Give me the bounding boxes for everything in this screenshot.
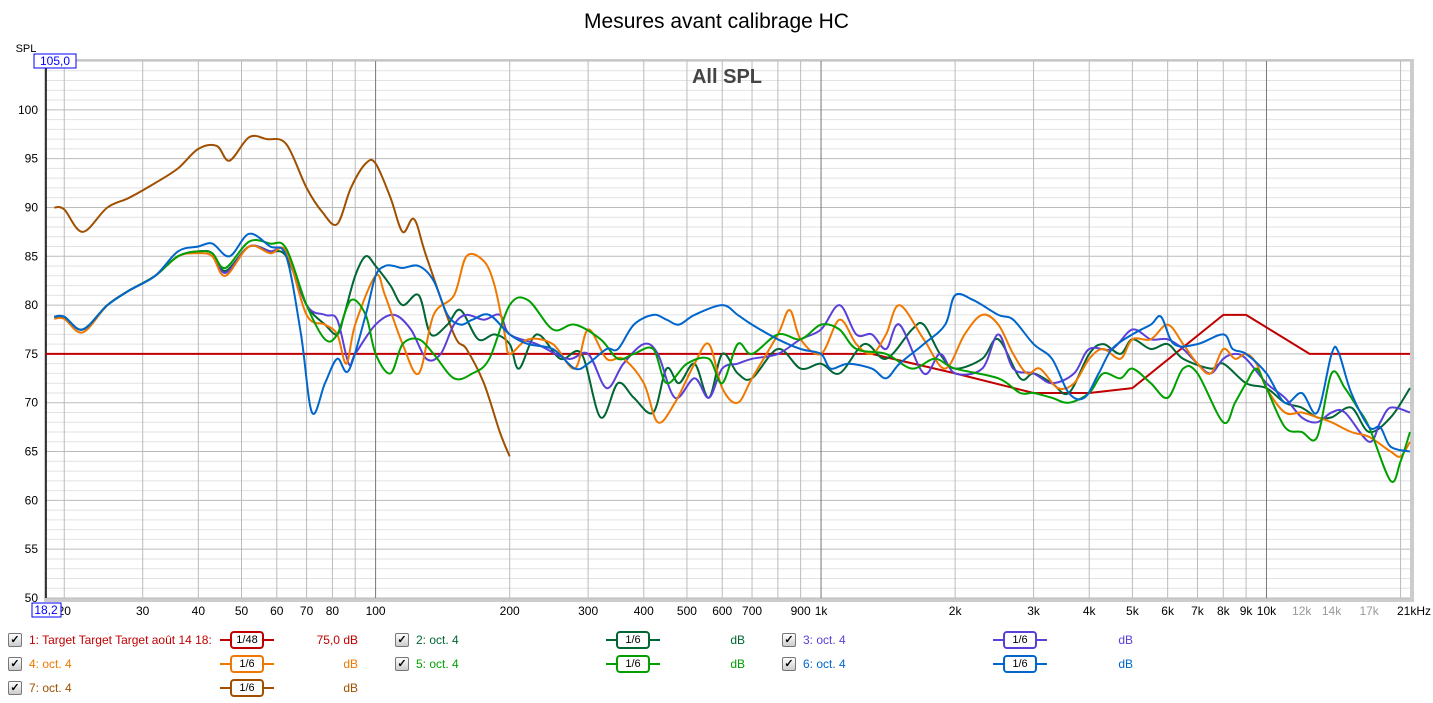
legend-checkbox[interactable]: ✓ xyxy=(395,657,409,671)
x-tick-label: 3k xyxy=(1027,604,1041,618)
legend-label: 2: oct. 4 xyxy=(416,633,459,647)
x-tick-label: 30 xyxy=(136,604,150,618)
series-line-4[interactable] xyxy=(54,244,1411,458)
y-axis-label: SPL xyxy=(16,43,37,55)
x-tick-label: 10k xyxy=(1257,604,1277,618)
smoothing-button[interactable]: 1/6 xyxy=(993,630,1047,650)
smoothing-button[interactable]: 1/6 xyxy=(606,654,660,674)
x-tick-label: 2k xyxy=(949,604,963,618)
x-tick-label: 50 xyxy=(235,604,249,618)
series-line-6[interactable] xyxy=(54,232,1411,453)
smoothing-button[interactable]: 1/6 xyxy=(220,654,274,674)
x-left-readout-box[interactable] xyxy=(31,602,62,618)
x-tick-label: 12k xyxy=(1292,604,1312,618)
y-tick-label: 65 xyxy=(25,445,39,459)
y-tick-label: 60 xyxy=(25,493,39,507)
x-tick-label: 8k xyxy=(1217,604,1231,618)
legend-label: 4: oct. 4 xyxy=(29,657,72,671)
x-tick-label: 900 xyxy=(791,604,811,618)
y-tick-label: 95 xyxy=(25,152,39,166)
smoothing-label: 1/6 xyxy=(1003,655,1037,673)
smoothing-button[interactable]: 1/6 xyxy=(606,630,660,650)
x-tick-label: 100 xyxy=(366,604,386,618)
legend-label: 3: oct. 4 xyxy=(803,633,846,647)
legend-checkbox[interactable]: ✓ xyxy=(8,633,22,647)
y-top-readout-box[interactable] xyxy=(33,53,77,69)
series-line-1[interactable] xyxy=(46,313,1410,394)
x-tick-label: 500 xyxy=(677,604,697,618)
legend-label: 6: oct. 4 xyxy=(803,657,846,671)
legend-value: dB xyxy=(343,657,358,671)
x-left-readout[interactable]: 18,2 xyxy=(34,603,58,617)
legend-value: dB xyxy=(343,681,358,695)
x-tick-label: 300 xyxy=(578,604,598,618)
x-tick-label: 60 xyxy=(270,604,284,618)
y-top-readout[interactable]: 105,0 xyxy=(40,54,70,68)
x-tick-label: 80 xyxy=(326,604,340,618)
smoothing-button[interactable]: 1/6 xyxy=(993,654,1047,674)
smoothing-button[interactable]: 1/48 xyxy=(220,630,274,650)
y-tick-label: 90 xyxy=(25,200,39,214)
chart-subtitle: All SPL xyxy=(692,66,762,88)
legend-label: 1: Target Target Target août 14 18: xyxy=(29,633,212,647)
y-tick-label: 75 xyxy=(25,347,39,361)
y-tick-label: 85 xyxy=(25,249,39,263)
x-tick-label: 14k xyxy=(1322,604,1342,618)
x-tick-label: 9k xyxy=(1240,604,1254,618)
x-tick-label: 40 xyxy=(192,604,206,618)
smoothing-label: 1/6 xyxy=(616,631,650,649)
chart-title: Mesures avant calibrage HC xyxy=(584,10,849,33)
plot-area[interactable] xyxy=(46,61,1410,598)
legend-label: 5: oct. 4 xyxy=(416,657,459,671)
x-tick-label: 17k xyxy=(1359,604,1379,618)
x-tick-label: 600 xyxy=(712,604,732,618)
smoothing-button[interactable]: 1/6 xyxy=(220,678,274,698)
legend-checkbox[interactable]: ✓ xyxy=(8,657,22,671)
smoothing-label: 1/6 xyxy=(230,679,264,697)
legend-value: dB xyxy=(1118,657,1133,671)
legend-checkbox[interactable]: ✓ xyxy=(395,633,409,647)
x-tick-label: 4k xyxy=(1083,604,1097,618)
legend-value: 75,0 dB xyxy=(316,633,358,647)
x-tick-label: 5k xyxy=(1126,604,1140,618)
x-tick-label: 21kHz xyxy=(1397,604,1431,618)
y-tick-label: 70 xyxy=(25,396,39,410)
smoothing-label: 1/6 xyxy=(1003,631,1037,649)
legend-value: dB xyxy=(730,633,745,647)
smoothing-label: 1/48 xyxy=(230,631,264,649)
x-tick-label: 400 xyxy=(634,604,654,618)
x-tick-label: 1k xyxy=(815,604,829,618)
legend-checkbox[interactable]: ✓ xyxy=(782,657,796,671)
smoothing-label: 1/6 xyxy=(230,655,264,673)
legend-label: 7: oct. 4 xyxy=(29,681,72,695)
x-tick-label: 70 xyxy=(300,604,314,618)
y-tick-label: 55 xyxy=(25,542,39,556)
x-tick-label: 700 xyxy=(742,604,762,618)
legend-value: dB xyxy=(730,657,745,671)
legend-checkbox[interactable]: ✓ xyxy=(782,633,796,647)
x-tick-label: 6k xyxy=(1161,604,1175,618)
y-tick-label: 80 xyxy=(25,298,39,312)
x-tick-label: 7k xyxy=(1191,604,1205,618)
y-tick-label: 50 xyxy=(25,591,39,605)
legend-checkbox[interactable]: ✓ xyxy=(8,681,22,695)
y-tick-label: 100 xyxy=(18,103,38,117)
series-line-5[interactable] xyxy=(54,239,1411,483)
x-tick-label: 200 xyxy=(500,604,520,618)
smoothing-label: 1/6 xyxy=(616,655,650,673)
legend-value: dB xyxy=(1118,633,1133,647)
